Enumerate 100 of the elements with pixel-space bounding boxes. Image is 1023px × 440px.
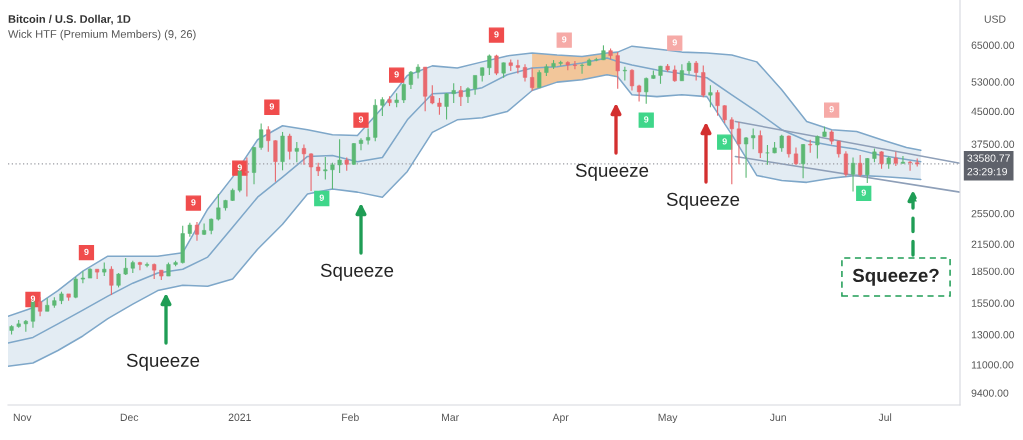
text: 9 bbox=[394, 71, 399, 78]
y-tick-label: 21500.00 bbox=[971, 240, 1015, 248]
y-tick-label: 13000.00 bbox=[971, 331, 1015, 339]
text: 9 bbox=[30, 295, 36, 302]
x-tick-label: Jun bbox=[769, 413, 786, 421]
candlestick bbox=[109, 265, 114, 296]
candlestick bbox=[850, 156, 856, 193]
candlestick bbox=[515, 59, 520, 75]
candlestick bbox=[758, 130, 763, 159]
candlestick bbox=[629, 68, 635, 92]
annotation: Squeeze bbox=[575, 163, 649, 181]
candlestick bbox=[330, 162, 335, 190]
candlestick bbox=[80, 270, 85, 284]
candlestick bbox=[380, 96, 385, 117]
candlestick bbox=[908, 160, 913, 172]
candlestick bbox=[715, 89, 720, 117]
candlestick bbox=[202, 222, 207, 236]
candlestick bbox=[451, 82, 456, 104]
x-tick-label: Feb bbox=[342, 413, 359, 421]
x-tick-label: Nov bbox=[13, 413, 32, 421]
x-tick-label: Dec bbox=[120, 413, 139, 421]
candlestick bbox=[237, 164, 242, 193]
candlestick bbox=[530, 67, 535, 92]
candlestick bbox=[266, 125, 271, 153]
candlestick bbox=[458, 85, 463, 107]
annotation: Squeeze bbox=[126, 353, 200, 371]
candlestick bbox=[865, 157, 870, 184]
text: Bitcoin / U.S. Dollar, 1D bbox=[8, 14, 131, 25]
candlestick bbox=[615, 51, 620, 90]
candlestick bbox=[729, 116, 734, 185]
candlestick bbox=[801, 143, 806, 179]
candlestick bbox=[287, 133, 292, 161]
text: Wick HTF (Premium Members) (9, 26) bbox=[8, 29, 196, 41]
candlestick bbox=[351, 142, 356, 166]
x-tick-label: Jul bbox=[878, 413, 892, 421]
candlestick bbox=[273, 139, 278, 183]
series-label: 9 bbox=[562, 36, 567, 43]
candlestick bbox=[444, 92, 449, 120]
candlestick bbox=[301, 143, 306, 166]
candlestick bbox=[644, 76, 649, 105]
candlestick bbox=[786, 135, 791, 159]
y-tick-label: 25500.00 bbox=[971, 209, 1015, 218]
candlestick bbox=[358, 137, 364, 151]
candlestick bbox=[366, 127, 371, 146]
y-tick-label: 9400.00 bbox=[971, 389, 1009, 397]
candlestick bbox=[294, 141, 299, 163]
candlestick bbox=[194, 221, 200, 242]
y-tick-label: 11000.00 bbox=[971, 361, 1014, 369]
y-tick-label: 37500.00 bbox=[971, 140, 1015, 148]
y-tick-label: 18500.00 bbox=[971, 267, 1015, 275]
x-tick-label: 2021 bbox=[228, 413, 251, 421]
candlestick bbox=[401, 82, 406, 104]
candlestick bbox=[309, 152, 314, 192]
candlestick bbox=[572, 60, 577, 70]
y-tick-label: 15500.00 bbox=[971, 299, 1015, 307]
annotation: Squeeze bbox=[320, 263, 394, 281]
candlestick bbox=[736, 121, 741, 165]
text: 9 bbox=[861, 189, 866, 196]
candlestick bbox=[900, 155, 906, 165]
x-tick-label: Apr bbox=[552, 413, 569, 424]
candlestick bbox=[579, 62, 585, 75]
text: 9 bbox=[319, 194, 324, 201]
series-label: 9 bbox=[644, 116, 649, 123]
candlestick bbox=[858, 154, 863, 178]
candlestick bbox=[38, 296, 43, 317]
x-tick-label: May bbox=[658, 413, 678, 424]
candlestick bbox=[408, 70, 413, 90]
text: 9 bbox=[84, 248, 89, 256]
text: 9 bbox=[237, 164, 242, 171]
candlestick bbox=[95, 268, 100, 280]
text: 9 bbox=[358, 116, 364, 123]
text: 9 bbox=[829, 106, 834, 113]
candlestick bbox=[216, 193, 221, 222]
candlestick bbox=[259, 123, 264, 151]
y-axis-title: USD bbox=[984, 15, 1006, 23]
candlestick bbox=[701, 65, 706, 98]
candlestick bbox=[337, 138, 342, 174]
series-label: 9 bbox=[191, 199, 196, 206]
candlestick bbox=[244, 156, 249, 198]
text: 9 bbox=[269, 103, 275, 110]
x-tick-label: Mar bbox=[442, 413, 459, 421]
candlestick bbox=[487, 53, 492, 76]
candlestick bbox=[765, 144, 770, 166]
candlestick bbox=[751, 127, 756, 150]
candlestick bbox=[323, 156, 328, 180]
text: 9 bbox=[672, 39, 677, 46]
ref-line-label: 33580.77 23:29:19 bbox=[967, 154, 1010, 176]
text: 9 bbox=[494, 31, 499, 38]
annotation: Squeeze? bbox=[852, 268, 939, 286]
candlestick bbox=[744, 136, 749, 179]
candlestick bbox=[137, 261, 142, 271]
text: 9 bbox=[722, 138, 727, 145]
y-tick-label: 65000.00 bbox=[971, 41, 1015, 49]
annotation: Squeeze bbox=[666, 192, 740, 210]
candlestick bbox=[473, 74, 478, 96]
y-tick-label: 53000.00 bbox=[971, 78, 1015, 86]
candlestick bbox=[694, 60, 699, 81]
candlestick bbox=[708, 84, 713, 108]
candlestick bbox=[843, 150, 848, 178]
y-tick-label: 45000.00 bbox=[971, 107, 1015, 116]
